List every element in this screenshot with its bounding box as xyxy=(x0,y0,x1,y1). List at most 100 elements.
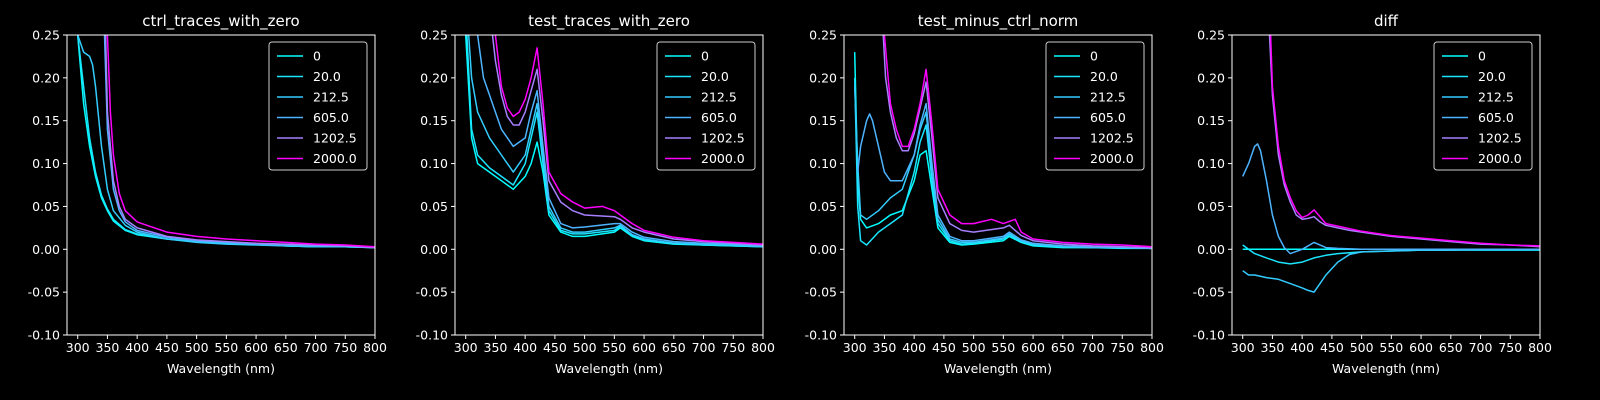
legend: 0 20.0 212.5 605.0 1202.5 2000.0 xyxy=(1045,41,1145,171)
legend-label: 212.5 xyxy=(313,90,349,105)
x-tick-label: 550 xyxy=(214,340,238,355)
y-tick-label: 0.15 xyxy=(32,113,60,128)
y-tick-label: 0.25 xyxy=(1197,28,1225,43)
x-tick-label: 400 xyxy=(902,340,926,355)
chart-panel-1: ctrl_traces_with_zero 300 350 400 450 500 550 6… xyxy=(28,12,387,376)
series-line-212.5 xyxy=(1242,248,1540,293)
y-tick-label: 0.25 xyxy=(809,28,837,43)
x-tick-label: 650 xyxy=(662,340,686,355)
legend-label: 1202.5 xyxy=(701,131,745,146)
x-tick-label: 500 xyxy=(962,340,986,355)
x-tick-label: 300 xyxy=(66,340,90,355)
x-tick-label: 700 xyxy=(1469,340,1493,355)
y-tick-label: 0.20 xyxy=(1197,70,1225,85)
y-tick-label: 0.00 xyxy=(420,242,448,257)
x-tick-label: 500 xyxy=(1350,340,1374,355)
legend-label: 20.0 xyxy=(1478,69,1506,84)
y-tick-label: 0.05 xyxy=(809,199,837,214)
chart-panel-4: diff 300 350 400 450 500 550 600 650 700 750 800 -0.… xyxy=(1193,12,1552,376)
y-tick-label: -0.10 xyxy=(416,328,448,343)
y-tick-label: 0.15 xyxy=(1197,113,1225,128)
x-axis-label: Wavelength (nm) xyxy=(555,361,663,376)
series-line-2000.0 xyxy=(106,35,375,248)
x-tick-label: 800 xyxy=(751,340,775,355)
x-tick-label: 600 xyxy=(1409,340,1433,355)
x-tick-label: 550 xyxy=(1379,340,1403,355)
x-tick-label: 650 xyxy=(274,340,298,355)
x-tick-label: 400 xyxy=(513,340,537,355)
legend-label: 2000.0 xyxy=(1478,151,1522,166)
x-tick-label: 350 xyxy=(484,340,508,355)
x-tick-label: 750 xyxy=(333,340,357,355)
chart-title: test_traces_with_zero xyxy=(528,12,690,31)
y-tick-label: 0.05 xyxy=(1197,199,1225,214)
legend-label: 2000.0 xyxy=(313,151,357,166)
x-axis-label: Wavelength (nm) xyxy=(167,361,275,376)
y-tick-label: -0.10 xyxy=(1193,328,1225,343)
y-tick-label: 0.25 xyxy=(32,28,60,43)
x-tick-label: 450 xyxy=(1320,340,1344,355)
legend-label: 1202.5 xyxy=(313,131,357,146)
chart-panel-2: test_traces_with_zero 300 350 400 450 500 550 6… xyxy=(416,12,775,376)
x-tick-label: 550 xyxy=(991,340,1015,355)
x-tick-label: 750 xyxy=(721,340,745,355)
y-tick-label: 0.15 xyxy=(809,113,837,128)
series-line-605.0 xyxy=(1242,143,1540,255)
plot-frame xyxy=(454,34,764,336)
x-tick-label: 750 xyxy=(1498,340,1522,355)
legend-label: 20.0 xyxy=(313,69,341,84)
legend-label: 0 xyxy=(313,49,321,64)
legend-label: 2000.0 xyxy=(1090,151,1134,166)
chart-title: diff xyxy=(1374,12,1399,30)
legend-label: 20.0 xyxy=(1090,69,1118,84)
legend-label: 605.0 xyxy=(313,110,349,125)
y-tick-label: 0.00 xyxy=(809,242,837,257)
legend-label: 0 xyxy=(1478,49,1486,64)
legend-label: 212.5 xyxy=(701,90,737,105)
plot-frame xyxy=(1231,34,1541,336)
chart-title: test_minus_ctrl_norm xyxy=(918,12,1079,31)
y-tick-label: 0.10 xyxy=(420,156,448,171)
legend-label: 212.5 xyxy=(1478,90,1514,105)
x-tick-label: 450 xyxy=(932,340,956,355)
x-tick-label: 650 xyxy=(1051,340,1075,355)
x-tick-label: 350 xyxy=(96,340,120,355)
legend: 0 20.0 212.5 605.0 1202.5 2000.0 xyxy=(1433,41,1533,171)
series-line-605.0 xyxy=(476,35,763,247)
x-tick-label: 700 xyxy=(304,340,328,355)
x-tick-label: 800 xyxy=(1140,340,1164,355)
series-line-20.0 xyxy=(1242,244,1540,265)
x-tick-label: 650 xyxy=(1439,340,1463,355)
x-tick-label: 450 xyxy=(543,340,567,355)
series-line-1202.5 xyxy=(882,35,1152,249)
x-tick-label: 600 xyxy=(244,340,268,355)
series-line-212.5 xyxy=(853,86,1152,250)
y-tick-label: 0.00 xyxy=(32,242,60,257)
y-tick-label: -0.05 xyxy=(28,285,60,300)
y-tick-label: -0.10 xyxy=(805,328,837,343)
y-tick-label: 0.20 xyxy=(420,70,448,85)
y-tick-label: 0.25 xyxy=(420,28,448,43)
series-line-605.0 xyxy=(856,102,1152,250)
legend-label: 2000.0 xyxy=(701,151,745,166)
y-tick-label: -0.05 xyxy=(1193,285,1225,300)
x-tick-label: 350 xyxy=(873,340,897,355)
legend-label: 212.5 xyxy=(1090,90,1126,105)
legend-label: 1202.5 xyxy=(1478,131,1522,146)
x-tick-label: 450 xyxy=(155,340,179,355)
x-tick-label: 500 xyxy=(573,340,597,355)
legend: 0 20.0 212.5 605.0 1202.5 2000.0 xyxy=(268,41,368,171)
legend-label: 605.0 xyxy=(1090,110,1126,125)
x-tick-label: 600 xyxy=(1021,340,1045,355)
y-tick-label: 0.05 xyxy=(420,199,448,214)
legend-label: 605.0 xyxy=(1478,110,1514,125)
chart-title: ctrl_traces_with_zero xyxy=(142,12,299,31)
y-tick-label: -0.10 xyxy=(28,328,60,343)
x-tick-label: 400 xyxy=(1290,340,1314,355)
legend: 0 20.0 212.5 605.0 1202.5 2000.0 xyxy=(656,41,756,171)
legend-label: 1202.5 xyxy=(1090,131,1134,146)
y-tick-label: 0.15 xyxy=(420,113,448,128)
y-tick-label: 0.10 xyxy=(32,156,60,171)
series-line-0 xyxy=(853,52,1152,250)
